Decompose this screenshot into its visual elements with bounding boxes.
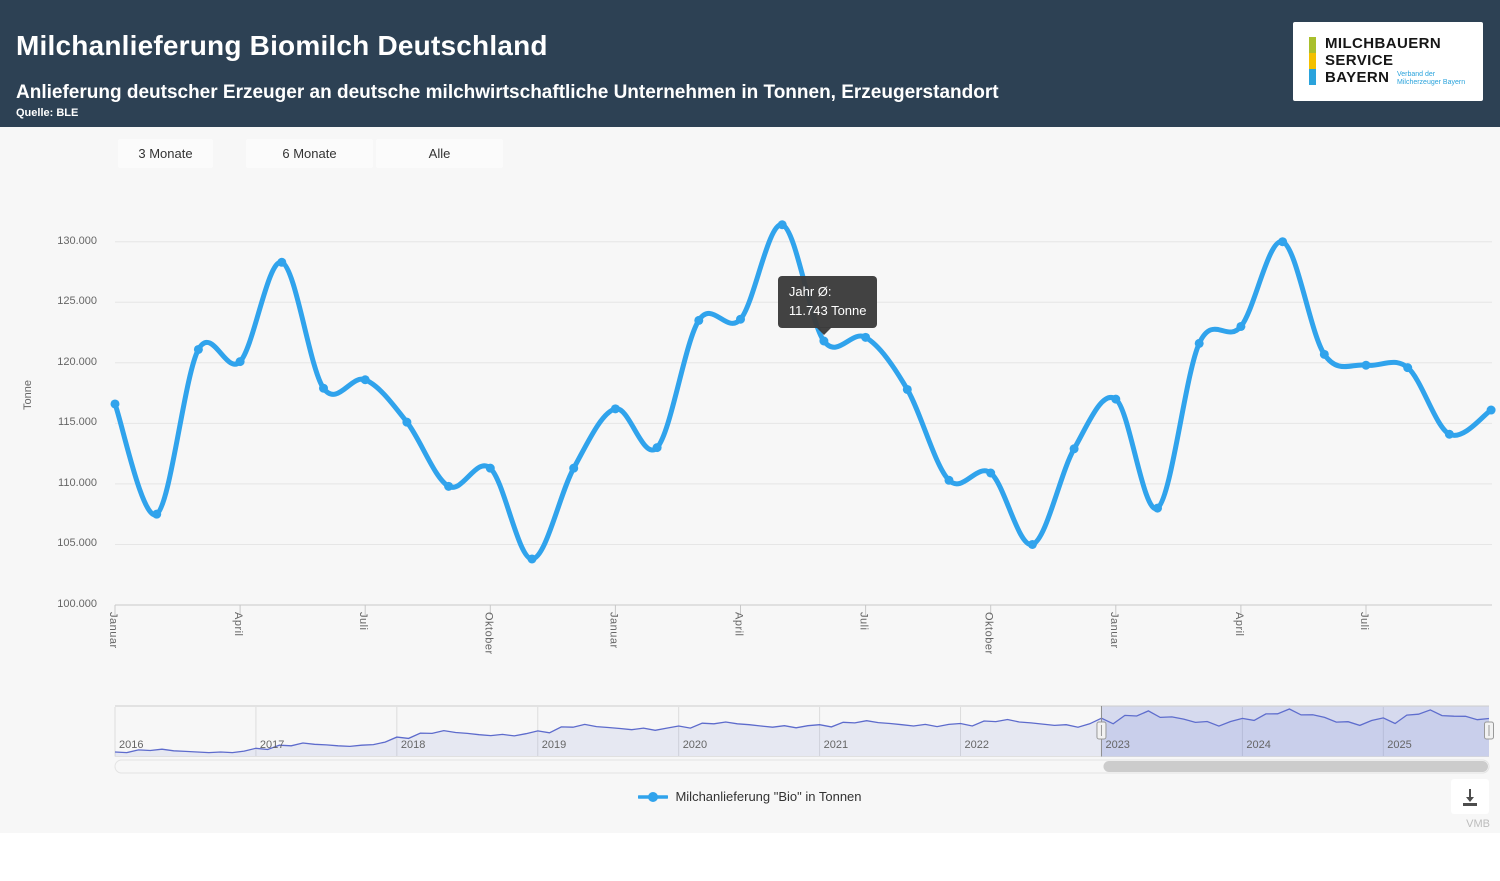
tooltip-line2: 11.743 Tonne	[788, 302, 867, 318]
y-axis-label: 100.000	[57, 598, 97, 610]
logo-bar-blue	[1309, 69, 1316, 85]
navigator-year-label: 2019	[541, 739, 567, 751]
x-axis-label: April	[732, 612, 745, 637]
legend[interactable]: Milchanlieferung "Bio" in Tonnen	[0, 789, 1500, 804]
logo-text: MILCHBAUERN SERVICE BAYERN	[1325, 35, 1441, 86]
range-button-alle[interactable]: Alle	[376, 139, 503, 168]
y-axis-label: 110.000	[58, 476, 97, 489]
logo-tagline-line2: Milcherzeuger Bayern	[1397, 79, 1466, 86]
logo-line1: MILCHBAUERN	[1325, 35, 1442, 52]
navigator-year-label: 2018	[400, 739, 426, 751]
tooltip-line1: Jahr Ø:	[788, 284, 832, 299]
logo-bar-green	[1309, 37, 1316, 53]
source-note: Quelle: BLE	[16, 107, 79, 119]
y-axis-label: 115.000	[58, 416, 97, 429]
navigator-year-label: 2025	[1387, 739, 1412, 751]
y-axis-label: 125.000	[57, 295, 97, 308]
navigator-year-label: 2016	[119, 739, 144, 751]
logo-bar-yellow	[1309, 53, 1316, 69]
legend-label: Milchanlieferung "Bio" in Tonnen	[675, 789, 862, 804]
y-axis-title: Tonne	[22, 380, 34, 410]
chart-area-background	[0, 127, 1500, 833]
navigator-year-label: 2021	[823, 739, 849, 751]
logo-tagline-line1: Verband der	[1397, 71, 1436, 78]
navigator-year-label: 2023	[1105, 739, 1130, 751]
x-axis-label: Juli	[357, 612, 370, 631]
logo-line3: BAYERN	[1325, 69, 1390, 86]
x-axis-label: April	[232, 612, 245, 637]
navigator-year-label: 2024	[1246, 739, 1271, 751]
tooltip: Jahr Ø: 11.743 Tonne	[777, 276, 878, 335]
logo-line2: SERVICE	[1325, 52, 1394, 69]
x-axis-label: Januar	[107, 612, 119, 649]
header: Milchanlieferung Biomilch Deutschland An…	[0, 0, 1500, 127]
y-axis-label: 120.000	[57, 355, 97, 368]
x-axis-label: Juli	[857, 612, 870, 631]
milchbauern-service-bayern-logo: MILCHBAUERN SERVICE BAYERN Verband der M…	[1293, 22, 1483, 101]
y-axis-label: 105.000	[57, 537, 97, 550]
x-axis-label: April	[1232, 612, 1245, 637]
y-axis-label: 130.000	[57, 234, 97, 247]
page-title: Milchanlieferung Biomilch Deutschland	[16, 30, 548, 61]
logo-color-bar-icon	[1309, 37, 1316, 85]
x-axis-label: Oktober	[982, 612, 995, 655]
x-axis-label: Januar	[607, 612, 620, 649]
page-subtitle: Anlieferung deutscher Erzeuger an deutsc…	[16, 82, 999, 103]
download-icon	[1463, 788, 1477, 806]
x-axis-label: Januar	[1107, 612, 1120, 649]
navigator-year-label: 2022	[964, 739, 990, 751]
range-button-6-monate[interactable]: 6 Monate	[246, 139, 373, 168]
x-axis-label: Oktober	[482, 612, 495, 655]
navigator-year-label: 2020	[682, 739, 708, 751]
download-button[interactable]	[1451, 779, 1489, 814]
watermark-vmb: VMB	[1466, 818, 1490, 830]
logo-tagline: Verband der Milcherzeuger Bayern	[1397, 71, 1465, 87]
navigator-year-label: 2017	[259, 739, 285, 751]
range-button-3-monate[interactable]: 3 Monate	[118, 139, 213, 168]
legend-marker-icon	[638, 791, 669, 802]
x-axis-label: Juli	[1358, 612, 1370, 631]
